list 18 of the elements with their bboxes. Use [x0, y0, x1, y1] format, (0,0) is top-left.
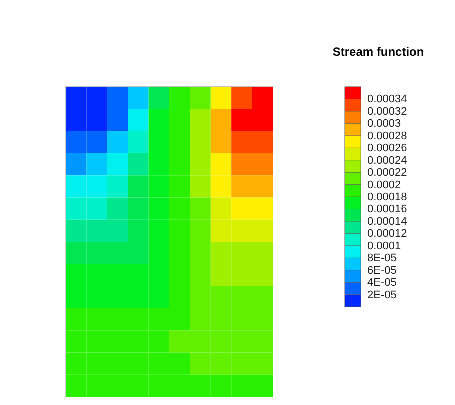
color-bar-label: 0.00018 [368, 192, 408, 204]
color-bar-label: 0.00016 [368, 204, 408, 216]
color-bar-label: 0.0003 [368, 118, 402, 130]
color-bar-label: 0.00032 [368, 106, 408, 118]
color-bar-label: 0.00026 [368, 142, 408, 155]
color-bar-label: 0.00022 [368, 167, 408, 180]
color-bar-label: 0.00034 [368, 94, 408, 106]
color-bar-label: 4E-05 [368, 277, 397, 290]
color-bar-label: 0.00024 [368, 154, 408, 167]
color-bar-label: 0.00028 [368, 130, 408, 142]
color-bar-label: 2E-05 [368, 289, 397, 302]
color-bar-label: 0.00014 [368, 216, 408, 228]
color-bar-label: 0.00012 [368, 228, 408, 240]
color-bar-label: 0.0001 [368, 240, 402, 252]
color-bar-label: 6E-05 [368, 264, 397, 277]
legend-title: Stream function [332, 44, 424, 59]
color-bar-label: 0.0002 [368, 179, 402, 192]
color-bar-label: 8E-05 [368, 252, 397, 265]
